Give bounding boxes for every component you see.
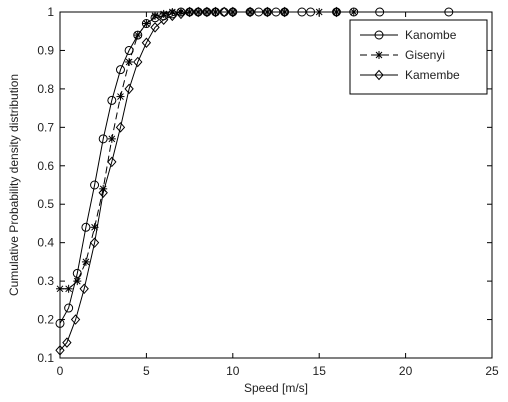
data-point-gisenyi: [64, 284, 73, 293]
data-point-gisenyi: [133, 31, 142, 40]
data-point-kamembe: [89, 237, 100, 248]
data-point-kanombe: [55, 318, 65, 328]
y-tick-label: 0.9: [37, 43, 54, 57]
legend-marker: [374, 30, 384, 40]
x-tick-label: 5: [143, 364, 150, 378]
series-line-kamembe: [59, 11, 337, 351]
data-point-kamembe: [219, 6, 229, 18]
series-layer: [55, 6, 454, 356]
data-point-kanombe: [115, 65, 125, 75]
legend-item-kamembe: Kamembe: [360, 68, 460, 82]
y-tick-label: 0.3: [37, 274, 54, 288]
data-point-kanombe: [90, 180, 100, 190]
data-point-kanombe: [98, 134, 108, 144]
data-point-kamembe: [159, 14, 169, 25]
data-point-kamembe: [210, 6, 221, 18]
data-point-kamembe: [124, 83, 134, 95]
data-point-kamembe: [245, 6, 255, 18]
y-tick-label: 0.1: [37, 351, 54, 365]
data-point-kamembe: [193, 6, 203, 18]
data-point-kamembe: [115, 122, 126, 133]
y-tick-label: 0.7: [37, 120, 54, 134]
data-point-kamembe: [98, 187, 108, 198]
data-point-kamembe: [228, 6, 238, 18]
data-point-kamembe: [79, 283, 89, 295]
data-point-kamembe: [331, 6, 342, 18]
data-point-kamembe: [150, 22, 160, 33]
legend-marker: [374, 69, 384, 81]
data-point-gisenyi: [151, 11, 160, 20]
data-point-gisenyi: [81, 257, 90, 266]
data-point-gisenyi: [107, 134, 116, 143]
data-point-gisenyi: [142, 19, 151, 28]
data-point-gisenyi: [56, 284, 64, 293]
y-tick-label: 0.8: [37, 82, 54, 96]
data-point-kamembe: [70, 314, 81, 325]
y-tick-label: 1: [47, 5, 54, 19]
y-tick-labels: 0.1 0.2 0.3 0.4 0.5 0.6 0.7 0.8 0.9 1: [37, 5, 54, 365]
data-point-gisenyi: [159, 9, 168, 18]
legend-marker: [375, 51, 383, 59]
axis-ticks: [59, 11, 493, 359]
data-point-gisenyi: [349, 8, 358, 16]
data-point-kamembe: [62, 337, 72, 348]
x-tick-label: 25: [485, 364, 499, 378]
data-point-kamembe: [176, 8, 186, 20]
data-point-kamembe: [279, 6, 290, 18]
data-point-kamembe: [202, 6, 212, 18]
legend: Kanombe Gisenyi Kamembe: [349, 19, 488, 95]
data-point-kamembe: [107, 156, 117, 168]
legend-item-kanombe: Kanombe: [360, 28, 457, 42]
legend-item-gisenyi: Gisenyi: [360, 48, 445, 62]
data-point-kamembe: [262, 6, 273, 18]
data-point-kamembe: [184, 6, 195, 18]
data-point-kamembe: [167, 10, 177, 22]
x-tick-label: 10: [226, 364, 240, 378]
data-point-gisenyi: [125, 57, 134, 66]
data-point-kanombe: [81, 222, 91, 232]
data-point-kanombe: [375, 7, 385, 17]
data-point-kanombe: [107, 95, 117, 105]
legend-label: Gisenyi: [405, 48, 445, 62]
y-tick-label: 0.5: [37, 197, 54, 211]
legend-items: Kanombe Gisenyi Kamembe: [360, 28, 460, 82]
y-tick-label: 0.6: [37, 159, 54, 173]
x-tick-label: 20: [399, 364, 413, 378]
data-point-kamembe: [141, 37, 152, 49]
data-point-kanombe: [64, 303, 74, 313]
x-tick-labels: 0 5 10 15 20 25: [57, 364, 499, 378]
data-point-gisenyi: [116, 92, 125, 101]
data-point-kamembe: [55, 345, 65, 356]
data-point-gisenyi: [73, 277, 82, 286]
x-tick-label: 15: [313, 364, 327, 378]
y-axis-label: Cumulative Probability density distribut…: [7, 74, 21, 296]
y-tick-label: 0.4: [37, 236, 54, 250]
x-tick-label: 0: [57, 364, 64, 378]
y-tick-label: 0.2: [37, 313, 54, 327]
x-axis-label: Speed [m/s]: [244, 381, 308, 395]
series-kamembe: [55, 6, 342, 356]
legend-label: Kanombe: [405, 28, 457, 42]
data-point-kanombe: [444, 7, 454, 17]
data-point-kamembe: [133, 56, 143, 68]
legend-label: Kamembe: [405, 68, 460, 82]
legend-box: [349, 19, 488, 95]
